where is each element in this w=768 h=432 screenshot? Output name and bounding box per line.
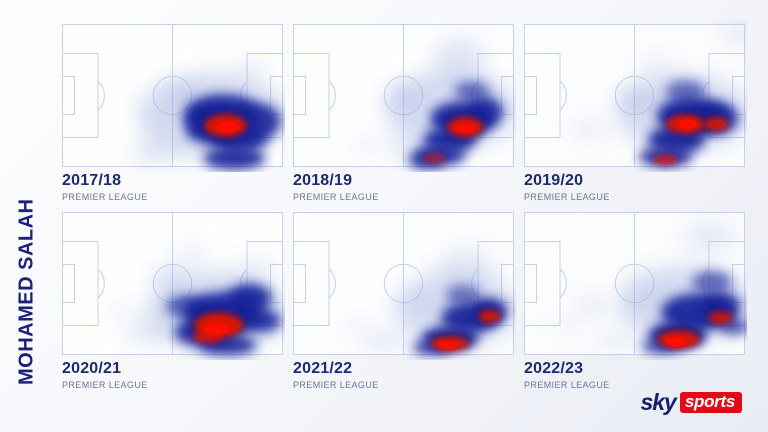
season-panel-2019-20: 2019/20 PREMIER LEAGUE bbox=[524, 22, 747, 212]
sky-sports-logo: sky sports bbox=[640, 391, 742, 414]
league-label: PREMIER LEAGUE bbox=[293, 380, 379, 390]
league-label: PREMIER LEAGUE bbox=[62, 192, 148, 202]
league-label: PREMIER LEAGUE bbox=[524, 380, 610, 390]
season-panel-2020-21: 2020/21 PREMIER LEAGUE bbox=[62, 212, 285, 400]
season-label: 2019/20 bbox=[524, 172, 584, 189]
sky-logo-text: sky bbox=[640, 389, 676, 415]
sports-logo-badge: sports bbox=[679, 392, 742, 413]
season-grid: 2017/18 PREMIER LEAGUE 2018/19 PREMIER L… bbox=[62, 22, 747, 400]
pitch-heatmap-2019-20 bbox=[524, 22, 747, 167]
season-label: 2017/18 bbox=[62, 172, 122, 189]
league-label: PREMIER LEAGUE bbox=[524, 192, 610, 202]
season-label: 2021/22 bbox=[293, 360, 353, 377]
season-panel-2017-18: 2017/18 PREMIER LEAGUE bbox=[62, 24, 285, 212]
pitch-heatmap-2018-19 bbox=[293, 24, 516, 169]
season-panel-2018-19: 2018/19 PREMIER LEAGUE bbox=[293, 24, 516, 212]
season-label: 2022/23 bbox=[524, 360, 584, 377]
league-label: PREMIER LEAGUE bbox=[62, 380, 148, 390]
season-label: 2018/19 bbox=[293, 172, 353, 189]
season-panel-2022-23: 2022/23 PREMIER LEAGUE bbox=[524, 212, 747, 400]
season-label: 2020/21 bbox=[62, 360, 122, 377]
league-label: PREMIER LEAGUE bbox=[293, 192, 379, 202]
pitch-heatmap-2022-23 bbox=[524, 212, 747, 355]
pitch-heatmap-2017-18 bbox=[62, 24, 285, 170]
pitch-heatmap-2021-22 bbox=[293, 212, 516, 355]
season-panel-2021-22: 2021/22 PREMIER LEAGUE bbox=[293, 212, 516, 400]
pitch-heatmap-2020-21 bbox=[62, 212, 285, 355]
player-name-vertical-title: MOHAMED SALAH bbox=[15, 198, 38, 386]
